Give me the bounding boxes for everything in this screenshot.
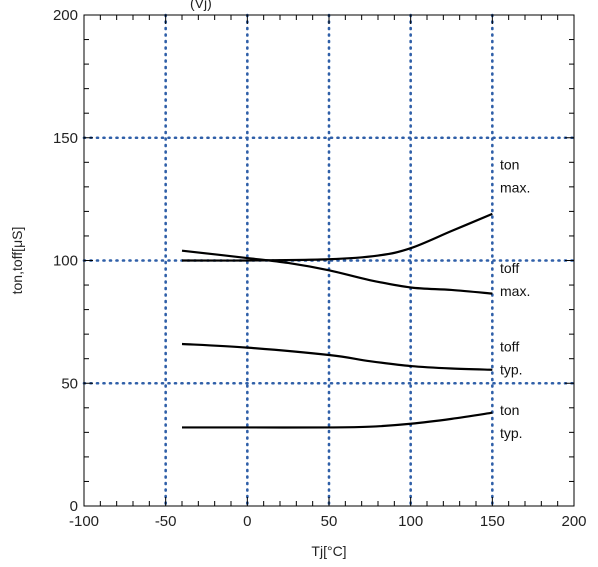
series-label-toff-typ: toff typ.: [500, 338, 523, 377]
x-tick-label: 200: [561, 513, 586, 530]
series-label-line: typ.: [500, 425, 523, 441]
series-label-line: toff: [500, 338, 519, 354]
top-text-fragment: (Vj): [190, 0, 212, 11]
series-labels: ton max. toff max. toff typ. ton typ.: [500, 157, 530, 442]
series-label-line: ton: [500, 157, 519, 173]
tick-labels: -100 -50 0 50 100 150 200 0 50 100 150 200: [53, 7, 587, 530]
y-tick-label: 100: [53, 253, 78, 270]
series-label-ton-typ: ton typ.: [500, 402, 523, 441]
series-group: [181, 212, 493, 429]
x-tick-label: 100: [398, 513, 423, 530]
x-tick-label: 0: [243, 513, 251, 530]
series-line-toff-typ: [181, 342, 493, 371]
x-tick-label: 150: [480, 513, 505, 530]
y-tick-label: 0: [70, 498, 78, 515]
x-tick-label: 50: [321, 513, 338, 530]
series-label-line: max.: [500, 180, 530, 196]
series-label-line: ton: [500, 402, 519, 418]
y-axis-title: ton,toff[μS]: [9, 227, 25, 295]
y-tick-label: 200: [53, 7, 78, 24]
series-label-ton-max: ton max.: [500, 157, 530, 196]
y-tick-label: 150: [53, 130, 78, 147]
ticks: [83, 14, 575, 507]
series-line-toff-max: [181, 249, 493, 295]
series-label-toff-max: toff max.: [500, 260, 530, 299]
series-line-ton-max: [181, 212, 493, 262]
x-tick-label: -100: [69, 513, 99, 530]
y-tick-label: 50: [61, 375, 78, 392]
plot-frame: [83, 14, 575, 507]
x-tick-label: -50: [155, 513, 177, 530]
x-axis-title: Tj[°C]: [311, 543, 346, 559]
series-line-ton-typ: [182, 411, 493, 429]
series-label-line: typ.: [500, 361, 523, 377]
series-label-line: max.: [500, 283, 530, 299]
series-label-line: toff: [500, 260, 519, 276]
